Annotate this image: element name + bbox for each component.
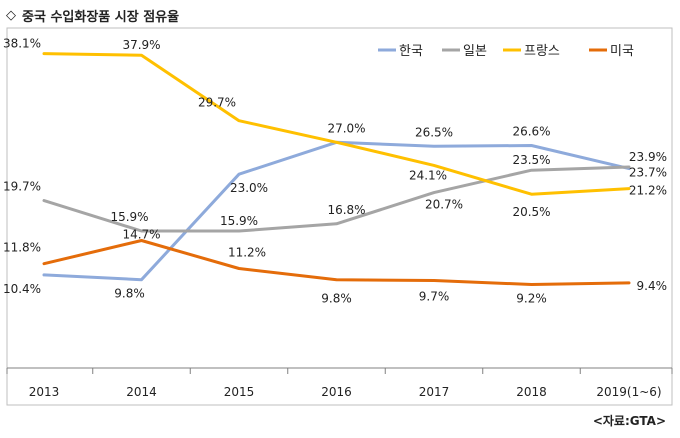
data-label: 9.4% — [637, 279, 668, 293]
data-label: 20.7% — [425, 198, 463, 212]
diamond-icon: ◇ — [6, 8, 16, 23]
chart-title: ◇ 중국 수입화장품 시장 점유율 — [6, 6, 179, 25]
data-label: 29.7% — [198, 96, 236, 110]
data-label: 9.8% — [321, 292, 352, 306]
x-tick-label: 2019(1~6) — [596, 385, 661, 399]
x-tick-label: 2017 — [419, 385, 450, 399]
data-label: 16.8% — [327, 203, 365, 217]
data-label: 11.8% — [3, 241, 41, 255]
data-label: 21.2% — [629, 184, 667, 198]
data-label: 23.9% — [629, 150, 667, 164]
data-label: 37.9% — [122, 38, 160, 52]
data-label: 26.5% — [415, 125, 453, 139]
x-tick-label: 2015 — [224, 385, 255, 399]
plot-frame — [6, 27, 673, 406]
legend-label: 미국 — [610, 44, 634, 59]
data-label: 9.7% — [419, 289, 450, 303]
chart-title-text: 중국 수입화장품 시장 점유율 — [22, 10, 180, 25]
data-label: 26.6% — [512, 124, 550, 138]
data-label: 23.7% — [629, 166, 667, 180]
series-line-1 — [42, 165, 631, 233]
source-note: <자료:GTA> — [592, 414, 666, 428]
data-label: 9.2% — [516, 291, 547, 305]
data-label: 38.1% — [3, 37, 41, 51]
data-label: 19.7% — [3, 180, 41, 194]
series-line-2 — [42, 52, 631, 196]
legend-label: 한국 — [399, 44, 423, 59]
data-label: 10.4% — [3, 282, 41, 296]
data-label: 23.0% — [230, 181, 268, 195]
x-tick-label: 2018 — [516, 385, 547, 399]
data-label: 20.5% — [512, 205, 550, 219]
data-label: 9.8% — [114, 287, 145, 301]
data-label: 27.0% — [327, 121, 365, 135]
legend-label: 일본 — [463, 44, 487, 59]
x-tick-label: 2014 — [126, 385, 157, 399]
x-tick-label: 2016 — [321, 385, 352, 399]
data-label: 15.9% — [220, 214, 258, 228]
series-line-3 — [42, 239, 631, 286]
data-label: 15.9% — [110, 210, 148, 224]
x-tick-label: 2013 — [29, 385, 60, 399]
legend-label: 프랑스 — [524, 44, 560, 59]
data-label: 14.7% — [122, 228, 160, 242]
data-label: 11.2% — [228, 246, 266, 260]
data-label: 23.5% — [512, 153, 550, 167]
data-label: 24.1% — [409, 168, 447, 182]
